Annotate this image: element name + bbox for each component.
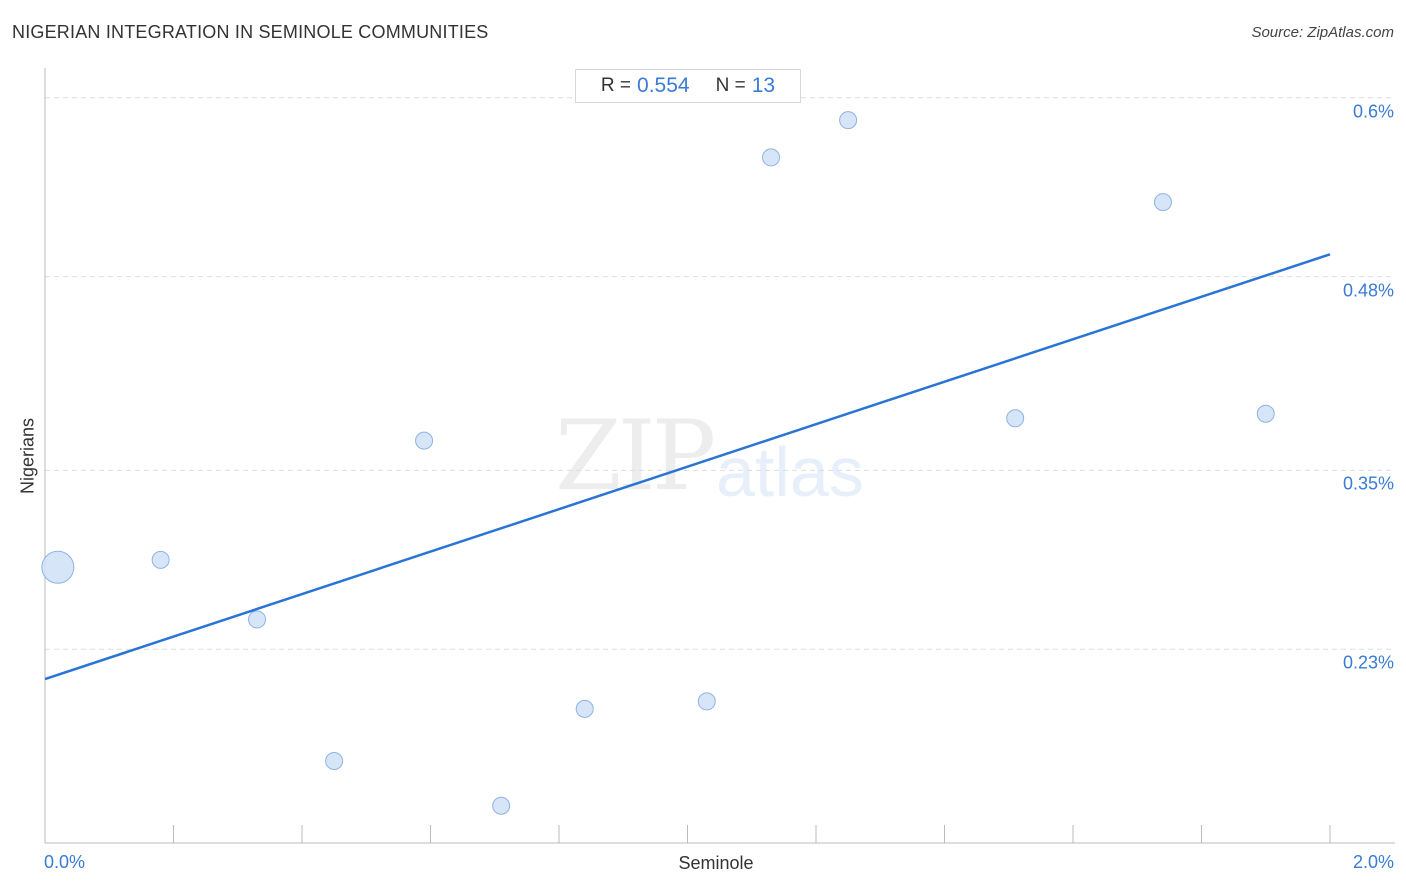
data-point: [41, 550, 75, 584]
y-tick-label: 0.35%: [1342, 473, 1394, 494]
x-tick-label-max: 2.0%: [1352, 852, 1394, 872]
data-point: [697, 692, 716, 711]
y-tick-label: 0.23%: [1342, 652, 1394, 673]
data-point: [325, 752, 344, 771]
data-point: [1256, 404, 1275, 423]
data-point: [151, 550, 170, 569]
x-axis-label: Seminole: [678, 853, 754, 873]
trend-line: [44, 253, 1331, 681]
correlation-stats-box: R = 0.554 N = 13: [575, 69, 801, 103]
data-point: [575, 699, 594, 718]
r-label: R =: [600, 75, 632, 96]
data-point: [492, 796, 511, 815]
data-point: [1006, 409, 1025, 428]
watermark-atlas: atlas: [716, 433, 864, 511]
r-value: 0.554: [637, 74, 690, 97]
data-point: [248, 610, 267, 629]
source-label: Source: ZipAtlas.com: [1251, 24, 1394, 41]
data-point: [415, 431, 434, 450]
y-axis-label: Nigerians: [17, 417, 38, 495]
y-tick-label: 0.48%: [1342, 280, 1394, 301]
data-point: [839, 111, 858, 130]
y-tick-label: 0.6%: [1352, 101, 1394, 122]
n-label: N =: [715, 75, 746, 96]
n-value: 13: [751, 74, 776, 97]
watermark-zip: ZIP: [555, 400, 716, 512]
chart-title: NIGERIAN INTEGRATION IN SEMINOLE COMMUNI…: [12, 22, 489, 42]
x-tick-label-min: 0.0%: [44, 852, 86, 872]
data-point: [762, 148, 781, 167]
data-point: [1153, 193, 1172, 212]
